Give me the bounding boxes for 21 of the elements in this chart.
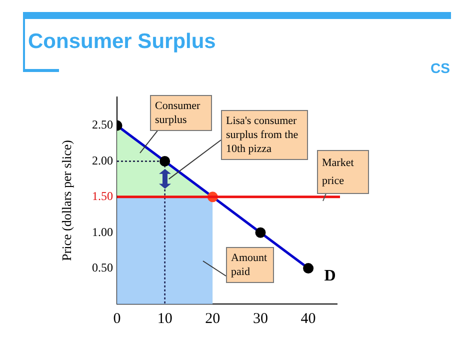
x-tick-label: 10 [157, 310, 172, 327]
x-tick-label: 20 [205, 310, 220, 327]
x-tick-label: 30 [252, 310, 268, 327]
annotation: Lisa's consumer surplus from the 10th pizza [221, 110, 308, 160]
y-tick-label: 0.50 [92, 260, 113, 274]
point [160, 156, 170, 166]
y-tick-label: 2.00 [92, 153, 113, 168]
x-tick-label: 40 [300, 310, 316, 327]
y-axis-title: Price (dollars per slice) [59, 140, 74, 261]
y-tick-label: 1.50 [92, 189, 113, 204]
series-label: D [324, 267, 336, 284]
chart-title: Consumer Surplus [28, 30, 216, 54]
point [255, 227, 266, 238]
x-tick-label: 0 [113, 310, 121, 327]
text: CS [430, 60, 450, 76]
y-tick-label: 2.50 [92, 118, 113, 132]
point [303, 263, 314, 274]
annotation: Amount paid [226, 247, 274, 283]
ref-line-label: Market price [317, 150, 369, 194]
annotation: Consumer surplus [150, 95, 212, 131]
y-tick-label: 1.00 [92, 224, 113, 239]
